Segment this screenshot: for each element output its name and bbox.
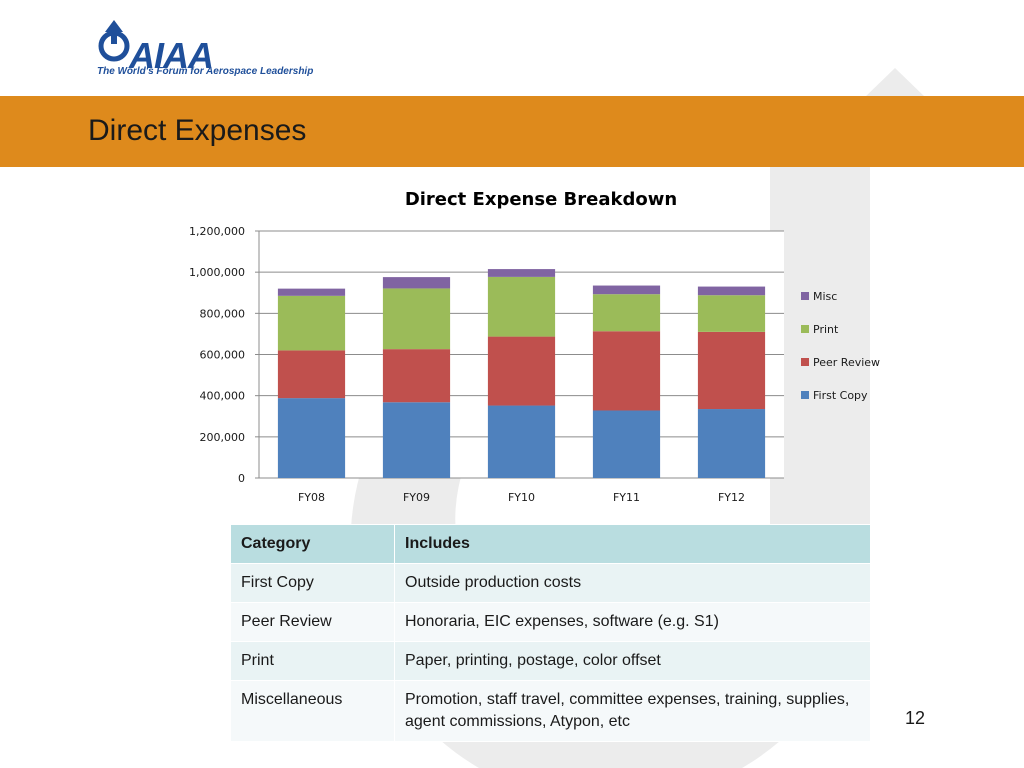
bar-first-copy-fy09 xyxy=(382,402,451,478)
title-band xyxy=(0,96,1024,167)
y-tick-label: 400,000 xyxy=(200,390,246,403)
aiaa-logo: AIAA The World's Forum for Aerospace Lea… xyxy=(97,18,313,82)
bar-print-fy08 xyxy=(277,295,346,351)
aiaa-emblem-icon xyxy=(98,20,130,62)
bar-misc-fy12 xyxy=(697,286,766,296)
header-includes: Includes xyxy=(394,524,871,564)
legend-label: First Copy xyxy=(813,389,868,402)
page-number: 12 xyxy=(905,708,926,728)
legend-swatch xyxy=(801,358,809,366)
bar-misc-fy11 xyxy=(592,285,661,295)
x-tick-label: FY08 xyxy=(298,491,325,504)
legend-label: Peer Review xyxy=(813,356,880,369)
logo-tagline: The World's Forum for Aerospace Leadersh… xyxy=(97,66,314,77)
chart-title: Direct Expense Breakdown xyxy=(405,189,677,210)
cell-includes: Honoraria, EIC expenses, software (e.g. … xyxy=(394,602,871,642)
y-tick-label: 800,000 xyxy=(200,307,246,320)
y-tick-label: 0 xyxy=(238,472,245,485)
bar-print-fy09 xyxy=(382,288,451,350)
bar-first-copy-fy11 xyxy=(592,410,661,478)
legend-swatch xyxy=(801,325,809,333)
cell-category: First Copy xyxy=(230,563,395,603)
y-tick-label: 1,000,000 xyxy=(189,266,245,279)
header-category: Category xyxy=(230,524,395,564)
table-header-row: Category Includes xyxy=(230,524,871,564)
legend-swatch xyxy=(801,391,809,399)
bar-peer-review-fy08 xyxy=(277,350,346,399)
legend-label: Print xyxy=(813,323,839,336)
logo-wordmark: AIAA xyxy=(129,35,214,76)
table-row: First Copy Outside production costs xyxy=(230,563,871,603)
cell-includes: Promotion, staff travel, committee expen… xyxy=(394,680,871,742)
cell-includes: Outside production costs xyxy=(394,563,871,603)
bar-peer-review-fy10 xyxy=(487,336,556,406)
category-table: Category Includes First Copy Outside pro… xyxy=(230,524,871,742)
bar-first-copy-fy08 xyxy=(277,398,346,478)
y-tick-label: 200,000 xyxy=(200,431,246,444)
cell-category: Print xyxy=(230,641,395,681)
bar-print-fy12 xyxy=(697,295,766,332)
slide-title: Direct Expenses xyxy=(88,114,307,147)
bar-misc-fy08 xyxy=(277,288,346,296)
bar-print-fy11 xyxy=(592,294,661,332)
table-row: Miscellaneous Promotion, staff travel, c… xyxy=(230,680,871,742)
x-tick-label: FY12 xyxy=(718,491,745,504)
bar-peer-review-fy12 xyxy=(697,331,766,410)
bar-print-fy10 xyxy=(487,276,556,337)
y-tick-label: 600,000 xyxy=(200,349,246,362)
cell-category: Peer Review xyxy=(230,602,395,642)
table-row: Print Paper, printing, postage, color of… xyxy=(230,641,871,681)
x-tick-label: FY11 xyxy=(613,491,640,504)
bar-misc-fy10 xyxy=(487,269,556,277)
bar-first-copy-fy10 xyxy=(487,405,556,478)
bar-peer-review-fy09 xyxy=(382,349,451,403)
legend-swatch xyxy=(801,292,809,300)
legend-label: Misc xyxy=(813,290,837,303)
bar-peer-review-fy11 xyxy=(592,331,661,411)
x-tick-label: FY09 xyxy=(403,491,430,504)
cell-includes: Paper, printing, postage, color offset xyxy=(394,641,871,681)
stacked-bar-chart: Direct Expense Breakdown 0 200,000 400,000 6… xyxy=(189,189,880,504)
table-row: Peer Review Honoraria, EIC expenses, sof… xyxy=(230,602,871,642)
bar-first-copy-fy12 xyxy=(697,409,766,478)
bar-misc-fy09 xyxy=(382,277,451,289)
y-tick-label: 1,200,000 xyxy=(189,225,245,238)
cell-category: Miscellaneous xyxy=(230,680,395,742)
x-tick-label: FY10 xyxy=(508,491,535,504)
